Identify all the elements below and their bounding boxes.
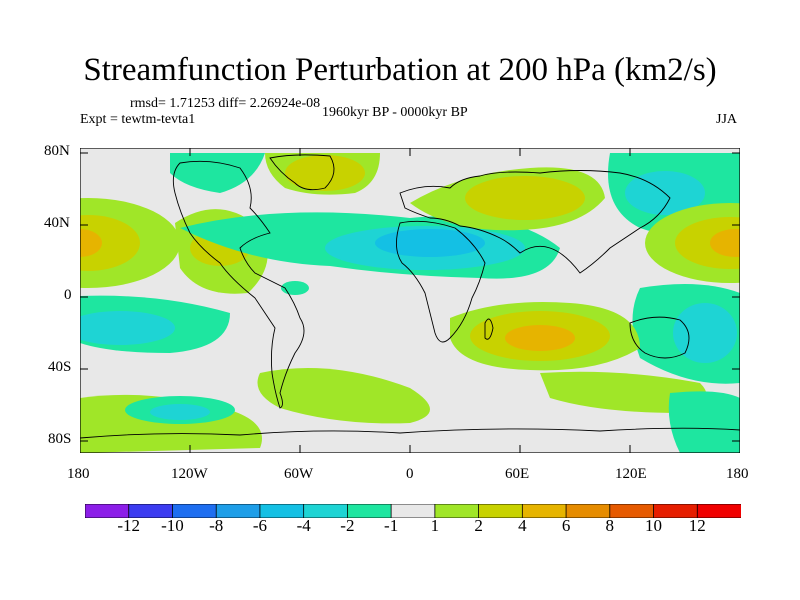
x-tick-label: 120W: [171, 466, 208, 482]
x-tick-label: 60W: [284, 466, 314, 482]
colorbar-tick-label: -4: [296, 516, 311, 535]
colorbar-tick-label: -10: [161, 516, 184, 535]
period-label: 1960kyr BP - 0000kyr BP: [322, 105, 468, 120]
negative-region-southern-ocean: [668, 391, 740, 453]
positive-region-east-pacific-core: [710, 229, 740, 257]
colorbar-tick-label: -2: [340, 516, 355, 535]
positive-region-greenland-inner: [285, 155, 365, 191]
colorbar-swatch: [565, 504, 611, 518]
eurasia-coastline: [399, 170, 671, 274]
colorbar-tick-label: -6: [252, 516, 268, 535]
negative-region-south-pacific-inner: [150, 404, 210, 420]
positive-region-south-atlantic: [257, 368, 430, 424]
colorbar-swatch: [434, 504, 480, 518]
colorbar-tick-label: 2: [474, 516, 483, 535]
x-tick-label: 60E: [505, 466, 530, 482]
antarctica-coastline: [80, 427, 740, 439]
positive-region-east-pacific-inner: [675, 217, 740, 269]
negative-region-tropical-pacific-inner: [80, 311, 175, 345]
colorbar-tick-label: -8: [209, 516, 224, 535]
x-tick-label: 120E: [615, 466, 647, 482]
season-label: JJA: [716, 112, 738, 127]
positive-region-west-pacific-inner: [80, 215, 140, 271]
australia-coastline: [629, 316, 690, 359]
coastlines: [80, 154, 740, 439]
negative-region-canada: [170, 153, 265, 193]
colorbar-tick-label: 4: [518, 516, 527, 535]
colorbar-swatch: [478, 504, 524, 518]
colorbar-tick-label: -1: [384, 516, 399, 535]
colorbar-swatch: [696, 504, 741, 518]
y-tick-label: 80N: [44, 143, 70, 159]
positive-region-west-pacific-core: [80, 229, 102, 257]
positive-region-indian-ocean-core: [505, 325, 575, 351]
x-tick-label: 180: [67, 466, 90, 482]
madagascar-coastline: [484, 318, 494, 340]
colorbar: [85, 504, 741, 518]
colorbar-tick-label: 8: [605, 516, 615, 535]
x-tick-label: 0: [406, 466, 414, 482]
africa-coastline: [396, 220, 486, 343]
colorbar-tick-label: 12: [688, 516, 706, 535]
positive-region-eurasia-inner: [465, 176, 585, 220]
chart-title: Streamfunction Perturbation at 200 hPa (…: [83, 52, 717, 88]
negative-region-africa-core: [375, 229, 485, 257]
x-tick-label: 180: [726, 466, 749, 482]
positive-region-southern-indian: [540, 371, 707, 413]
colorbar-swatch: [521, 504, 567, 518]
americas-coastline: [172, 160, 305, 409]
axis-ticks: [80, 148, 740, 453]
y-tick-label: 40N: [44, 215, 70, 231]
y-tick-label: 0: [64, 287, 72, 303]
negative-region-small: [281, 281, 309, 295]
colorbar-tick-label: 1: [430, 516, 440, 535]
rmsd-label: rmsd= 1.71253 diff= 2.26924e-08: [130, 96, 321, 111]
contour-fields: [80, 153, 740, 453]
y-tick-label: 80S: [48, 431, 72, 447]
experiment-label: Expt = tewtm-tevta1: [80, 112, 196, 127]
streamfunction-map: [80, 148, 740, 453]
colorbar-tick-label: 10: [645, 516, 663, 535]
colorbar-tick-label: 6: [561, 516, 571, 535]
y-tick-label: 40S: [48, 359, 72, 375]
colorbar-tick-label: -12: [117, 516, 141, 535]
negative-region-tropical-pacific-east-inner: [673, 303, 737, 363]
greenland-coastline: [269, 154, 335, 191]
